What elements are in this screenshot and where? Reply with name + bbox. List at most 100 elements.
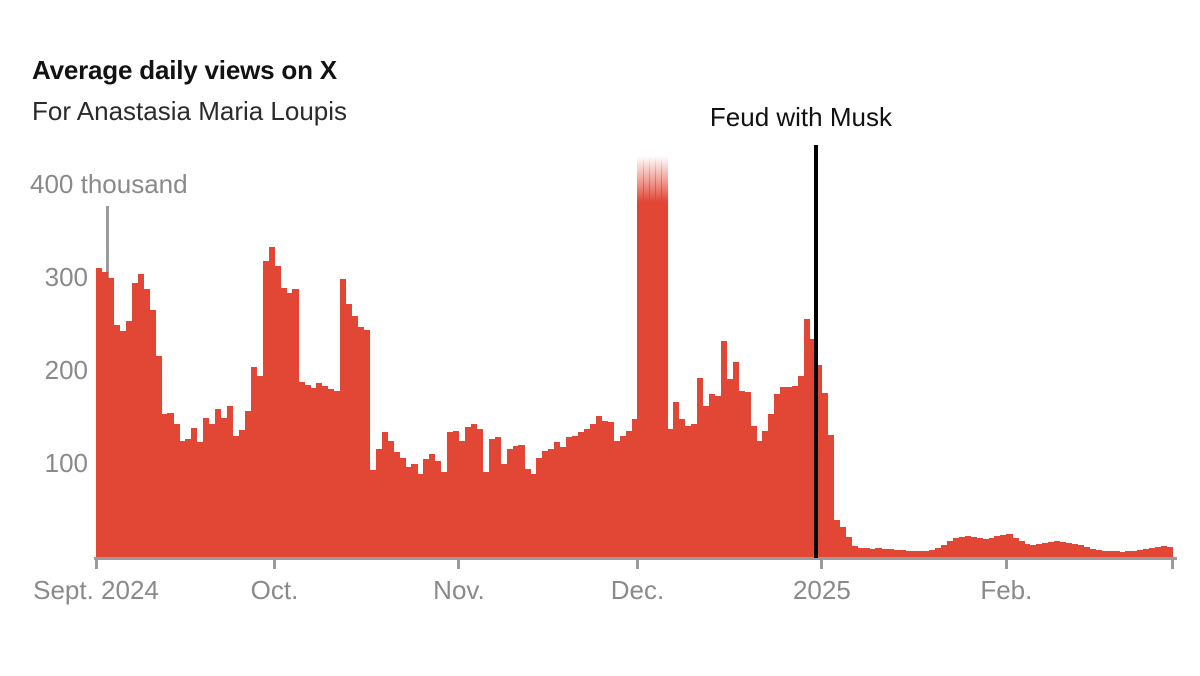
x-tick — [94, 560, 98, 569]
bar — [1036, 544, 1043, 557]
bar — [964, 535, 971, 557]
bar — [375, 449, 382, 557]
bar — [696, 378, 704, 557]
bar — [589, 424, 597, 557]
bar — [1053, 541, 1061, 557]
bar — [441, 472, 448, 557]
bar — [518, 444, 525, 557]
bar — [1030, 544, 1037, 557]
bar — [244, 411, 252, 557]
bar — [1048, 542, 1055, 557]
bar — [934, 547, 942, 557]
bar — [1137, 549, 1144, 557]
bar — [316, 383, 323, 557]
bar — [667, 428, 674, 557]
bar — [863, 547, 870, 557]
bar — [387, 440, 394, 557]
bar — [322, 385, 329, 557]
bar — [970, 536, 977, 557]
bar — [113, 324, 121, 557]
bar — [524, 468, 531, 557]
bar — [536, 457, 543, 557]
bar — [458, 440, 466, 557]
bar — [1059, 542, 1067, 557]
bar — [887, 548, 894, 557]
bar — [577, 432, 585, 557]
bar — [304, 384, 311, 557]
bar-series — [96, 145, 1174, 557]
chart-title: Average daily views on X — [32, 55, 337, 85]
bar — [506, 449, 513, 557]
bar — [423, 459, 430, 557]
bar — [226, 406, 234, 557]
bar — [869, 548, 876, 557]
bar — [1042, 543, 1049, 557]
annotation-label: Feud with Musk — [709, 102, 892, 132]
bar — [215, 409, 222, 557]
bar — [96, 267, 103, 557]
bar — [137, 274, 144, 557]
bar — [851, 545, 858, 557]
bar — [1089, 548, 1096, 557]
y-tick-label: 300 — [44, 262, 88, 292]
bar — [1000, 534, 1007, 557]
bar — [1101, 550, 1108, 557]
bar — [125, 320, 133, 557]
x-tick-label: Sept. 2024 — [33, 575, 159, 605]
bar — [197, 441, 204, 557]
x-tick — [635, 560, 639, 569]
bar — [399, 457, 406, 557]
bar — [1107, 551, 1114, 557]
bar — [750, 425, 757, 557]
bar — [917, 551, 924, 557]
x-tick — [1004, 560, 1008, 569]
bar — [1083, 546, 1090, 557]
y-tick-label: 200 — [44, 355, 88, 385]
bar — [673, 401, 680, 557]
bar — [429, 453, 436, 557]
bar — [1012, 537, 1019, 557]
x-tick-label: 2025 — [792, 575, 851, 605]
bar — [804, 318, 811, 557]
bar — [143, 289, 150, 557]
bar — [554, 441, 561, 557]
bar — [583, 428, 591, 557]
bar — [982, 539, 989, 557]
bar — [619, 436, 626, 557]
x-axis-baseline — [94, 557, 1177, 560]
bar — [905, 550, 912, 557]
x-tick-label: Nov. — [433, 575, 485, 605]
bar — [839, 527, 847, 557]
bar — [476, 428, 484, 557]
bar — [893, 549, 900, 557]
x-tick — [457, 560, 461, 569]
bar — [560, 447, 567, 557]
bar — [405, 466, 412, 557]
bar — [542, 451, 549, 557]
bar — [1155, 546, 1162, 557]
bar — [1071, 544, 1079, 557]
bar — [708, 394, 716, 557]
bar — [232, 436, 240, 557]
y-axis-unit-label: 400 thousand — [30, 169, 188, 199]
bar — [369, 469, 376, 557]
bar — [702, 406, 710, 557]
bar — [952, 538, 960, 557]
bar — [1119, 552, 1126, 557]
bar — [1095, 549, 1102, 557]
bar — [209, 424, 216, 557]
bar — [310, 387, 317, 557]
bar — [899, 549, 906, 557]
bar — [929, 549, 936, 557]
bar — [161, 413, 168, 557]
bar — [649, 156, 656, 557]
bar — [149, 309, 156, 557]
bar — [494, 437, 501, 557]
bar — [875, 547, 882, 557]
bar — [280, 288, 287, 557]
bar — [345, 304, 353, 557]
bar — [185, 438, 192, 557]
bar — [274, 265, 281, 557]
y-tick-label: 100 — [44, 448, 88, 478]
